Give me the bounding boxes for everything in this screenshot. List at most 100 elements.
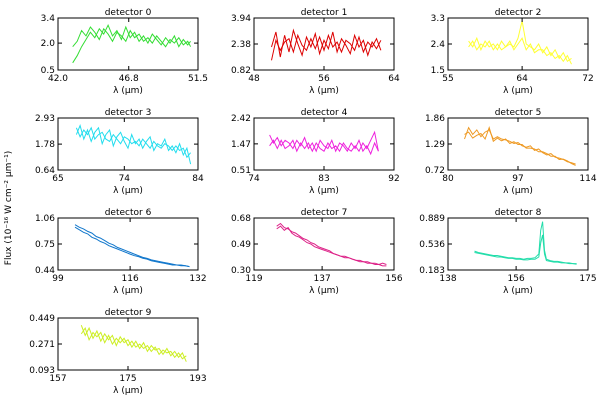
- x-axis-label: λ (μm): [113, 386, 143, 396]
- y-tick-label: 0.30: [231, 266, 251, 276]
- series-line-1: [276, 225, 387, 267]
- panel-detector-7: detector 7 119 137 156 0.30 0.49 0.68 λ (μm): [231, 208, 403, 296]
- x-axis-label: λ (μm): [503, 286, 533, 296]
- series-line-0: [468, 20, 572, 63]
- x-axis-label: λ (μm): [113, 186, 143, 196]
- y-tick-label: 3.4: [41, 14, 56, 24]
- x-tick-label: 175: [119, 374, 136, 384]
- x-tick-label: 157: [49, 374, 66, 384]
- series-line-0: [474, 221, 577, 265]
- x-tick-label: 55: [442, 74, 453, 84]
- x-tick-label: 116: [122, 274, 139, 284]
- x-axis-label: λ (μm): [113, 286, 143, 296]
- y-tick-label: 1.5: [431, 66, 445, 76]
- plot-frame: [57, 117, 199, 171]
- panel-detector-2: detector 2 55 64 72 1.5 2.4 3.3 λ (μm): [431, 8, 594, 96]
- y-tick-label: 2.0: [41, 39, 56, 49]
- y-tick-label: 1.78: [35, 140, 55, 150]
- x-tick-label: 84: [192, 174, 204, 184]
- panel-title: detector 6: [105, 208, 152, 218]
- x-tick-label: 80: [442, 174, 454, 184]
- x-axis-label: λ (μm): [503, 86, 533, 96]
- y-tick-label: 0.093: [29, 366, 55, 376]
- y-tick-label: 2.42: [231, 114, 251, 124]
- series-line-0: [276, 222, 387, 266]
- y-tick-label: 1.29: [425, 140, 445, 150]
- x-tick-label: 51.5: [188, 74, 208, 84]
- y-tick-label: 0.536: [419, 240, 445, 250]
- x-axis-label: λ (μm): [309, 86, 339, 96]
- x-tick-label: 114: [579, 174, 596, 184]
- panel-detector-3: detector 3 65 74 84 0.64 1.78 2.93 λ (μm): [35, 108, 204, 196]
- y-tick-label: 0.68: [231, 214, 251, 224]
- y-tick-label: 0.889: [419, 214, 445, 224]
- x-tick-label: 119: [245, 274, 262, 284]
- series-line-1: [72, 26, 192, 48]
- y-tick-label: 0.49: [231, 240, 251, 250]
- y-tick-label: 0.44: [35, 266, 55, 276]
- y-tick-label: 2.4: [431, 40, 446, 50]
- y-tick-label: 3.94: [231, 14, 251, 24]
- y-tick-label: 1.86: [425, 114, 445, 124]
- series-line-1: [468, 37, 572, 65]
- x-tick-label: 156: [385, 274, 402, 284]
- panel-title: detector 5: [495, 108, 542, 118]
- series-line-1: [271, 33, 382, 61]
- y-tick-label: 1.47: [231, 140, 251, 150]
- series-line-0: [75, 123, 192, 165]
- x-tick-label: 74: [119, 174, 131, 184]
- y-tick-label: 0.82: [231, 66, 251, 76]
- x-tick-label: 48: [248, 74, 260, 84]
- plot-frame: [447, 217, 589, 271]
- series-line-1: [75, 126, 191, 159]
- plot-frame: [253, 217, 395, 271]
- series-line-0: [74, 224, 190, 268]
- x-tick-label: 83: [318, 174, 329, 184]
- panel-detector-9: detector 9 157 175 193 0.093 0.271 0.449 λ (μm): [29, 308, 206, 396]
- global-y-axis-label: Flux (10⁻¹⁶ W cm⁻² μm⁻¹): [4, 151, 14, 265]
- x-tick-label: 99: [52, 274, 64, 284]
- panel-detector-1: detector 1 48 56 64 0.82 2.38 3.94 λ (μm): [231, 8, 400, 96]
- x-tick-label: 175: [579, 274, 596, 284]
- x-axis-label: λ (μm): [503, 186, 533, 196]
- panel-detector-0: detector 0 42.0 46.8 51.5 0.5 2.0 3.4 λ (μm): [41, 8, 208, 96]
- series-line-1: [464, 126, 576, 166]
- series-line-1: [74, 226, 190, 268]
- x-tick-label: 156: [508, 274, 525, 284]
- x-tick-label: 132: [189, 274, 206, 284]
- y-tick-label: 1.06: [35, 214, 55, 224]
- x-axis-label: λ (μm): [309, 286, 339, 296]
- x-tick-label: 74: [248, 174, 260, 184]
- series-line-1: [474, 234, 577, 265]
- panel-title: detector 1: [301, 8, 348, 18]
- plot-frame: [57, 317, 199, 371]
- series-line-1: [269, 130, 379, 153]
- panel-detector-5: detector 5 80 97 114 0.72 1.29 1.86 λ (μm): [425, 108, 597, 196]
- y-tick-label: 0.449: [29, 314, 55, 324]
- plot-frame: [57, 17, 199, 71]
- x-tick-label: 56: [318, 74, 330, 84]
- x-tick-label: 193: [189, 374, 206, 384]
- x-tick-label: 64: [516, 74, 528, 84]
- x-tick-label: 65: [52, 174, 63, 184]
- series-line-1: [80, 326, 187, 360]
- x-axis-label: λ (μm): [309, 186, 339, 196]
- y-tick-label: 0.5: [41, 66, 55, 76]
- y-tick-label: 0.72: [425, 166, 445, 176]
- x-tick-label: 137: [314, 274, 331, 284]
- y-tick-label: 2.38: [231, 40, 251, 50]
- panel-detector-4: detector 4 74 83 92 0.51 1.47 2.42 λ (μm): [231, 108, 400, 196]
- x-tick-label: 92: [388, 174, 399, 184]
- x-tick-label: 72: [582, 74, 593, 84]
- x-tick-label: 42.0: [48, 74, 68, 84]
- panels: detector 042.0 46.8 51.50.52.03.4λ (μm)det…: [29, 8, 597, 396]
- x-tick-label: 46.8: [119, 74, 139, 84]
- y-tick-label: 0.75: [35, 240, 55, 250]
- x-tick-label: 97: [512, 174, 523, 184]
- y-tick-label: 3.3: [431, 14, 445, 24]
- panel-title: detector 0: [105, 8, 152, 18]
- panel-title: detector 7: [301, 208, 348, 218]
- x-tick-label: 138: [439, 274, 456, 284]
- y-tick-label: 0.271: [29, 340, 55, 350]
